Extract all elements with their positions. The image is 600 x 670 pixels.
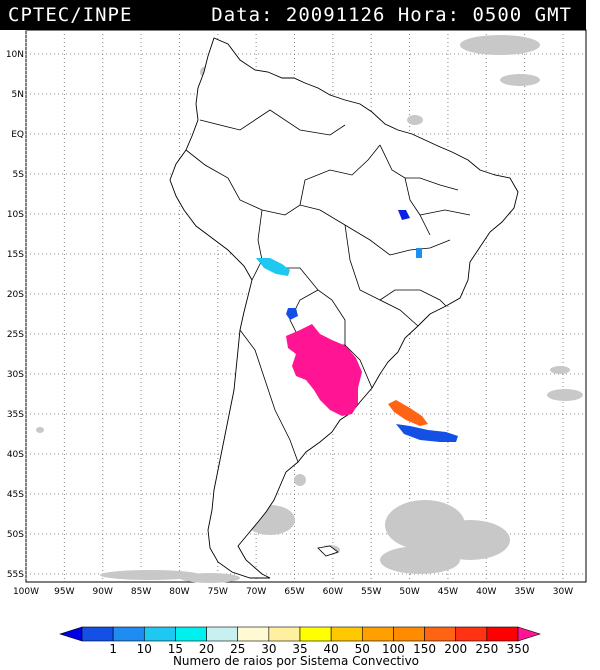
lat-tick-label: 50S	[7, 530, 24, 540]
colorbar-label: 30	[261, 642, 276, 656]
convective-system-orange	[388, 400, 428, 426]
convective-systems	[256, 210, 458, 442]
lat-tick-label: 5N	[12, 90, 24, 100]
convective-system-bahia	[398, 210, 410, 220]
south-america-coastline	[169, 37, 519, 579]
colorbar-segment	[237, 626, 270, 642]
convective-system-minas	[416, 248, 422, 258]
lon-tick-label: 75W	[208, 587, 228, 597]
lon-tick-label: 55W	[361, 587, 381, 597]
colorbar-label: 150	[413, 642, 436, 656]
colorbar-segment	[393, 626, 425, 642]
lon-tick-label: 80W	[169, 587, 189, 597]
colorbar-segment	[175, 626, 207, 642]
colorbar-label: 1	[109, 642, 117, 656]
colorbar-label: 10	[137, 642, 152, 656]
colorbar-segment	[455, 626, 488, 642]
colorbar-label: 50	[355, 642, 370, 656]
convective-system-bolivia	[256, 258, 290, 276]
lat-tick-label: 35S	[7, 410, 24, 420]
colorbar-label: 20	[199, 642, 214, 656]
convective-system-pink	[286, 324, 362, 416]
colorbar-segment	[268, 626, 301, 642]
lon-tick-label: 40W	[476, 587, 496, 597]
colorbar-title: Numero de raios por Sistema Convectivo	[173, 654, 419, 668]
lat-tick-label: 55S	[7, 570, 24, 580]
colorbar-label: 35	[292, 642, 307, 656]
lat-tick-label: 30S	[7, 370, 24, 380]
colorbar-segment	[112, 626, 145, 642]
colorbar-segment	[299, 626, 332, 642]
lat-tick-label: 40S	[7, 450, 24, 460]
lon-tick-label: 50W	[399, 587, 419, 597]
lat-tick-label: 5S	[13, 170, 25, 180]
lon-tick-label: 95W	[54, 587, 74, 597]
lat-tick-label: 15S	[7, 250, 24, 260]
colorbar-arrow-right	[517, 626, 541, 642]
colorbar-label: 250	[475, 642, 498, 656]
longitude-labels: 100W 95W 90W 85W 80W 75W 70W 65W 60W 55W 50W 45W 40W…	[13, 587, 573, 597]
lat-tick-label: EQ	[11, 130, 24, 140]
map-header: CPTEC/INPE Data: 20091126 Hora: 0500 GMT	[0, 0, 586, 30]
lon-tick-label: 60W	[323, 587, 343, 597]
colorbar-segment	[330, 626, 363, 642]
lon-tick-label: 70W	[246, 587, 266, 597]
colorbar-segment	[143, 626, 176, 642]
lon-tick-label: 30W	[553, 587, 573, 597]
lon-tick-label: 45W	[438, 587, 458, 597]
organization-label: CPTEC/INPE	[8, 4, 133, 26]
lat-tick-label: 25S	[7, 330, 24, 340]
lat-tick-label: 20S	[7, 290, 24, 300]
colorbar-label: 40	[324, 642, 339, 656]
colorbar-label: 350	[507, 642, 530, 656]
falkland-islands	[317, 545, 339, 557]
colorbar-label: 200	[444, 642, 467, 656]
lat-tick-label: 10N	[6, 50, 24, 60]
colorbar	[59, 626, 541, 642]
colorbar-segment	[424, 626, 457, 642]
lat-tick-label: 45S	[7, 490, 24, 500]
colorbar-segment	[81, 626, 114, 642]
lat-tick-label: 10S	[7, 210, 24, 220]
colorbar-label: 100	[382, 642, 405, 656]
colorbar-arrow-left	[59, 626, 83, 642]
colorbar-segment	[361, 626, 394, 642]
datetime-label: Data: 20091126 Hora: 0500 GMT	[211, 4, 572, 26]
lon-tick-label: 100W	[13, 587, 39, 597]
lon-tick-label: 90W	[93, 587, 113, 597]
colorbar-segment	[206, 626, 239, 642]
colorbar-label: 15	[168, 642, 183, 656]
lon-tick-label: 65W	[284, 587, 304, 597]
colorbar-label: 25	[230, 642, 245, 656]
country-borders	[185, 109, 471, 463]
colorbar-segment	[486, 626, 519, 642]
convective-system-atlantic-blue	[396, 424, 458, 442]
convective-system-paraguay	[286, 308, 298, 320]
lon-tick-label: 85W	[131, 587, 151, 597]
latitude-labels: 10N 5N EQ 5S 10S 15S 20S 25S 30S 35S 40S 45S 50S 55S	[6, 50, 24, 580]
lon-tick-label: 35W	[514, 587, 534, 597]
colorbar-labels: 1 10 15 20 25 30 35 40 50 100 150 200 250 350	[109, 642, 529, 656]
